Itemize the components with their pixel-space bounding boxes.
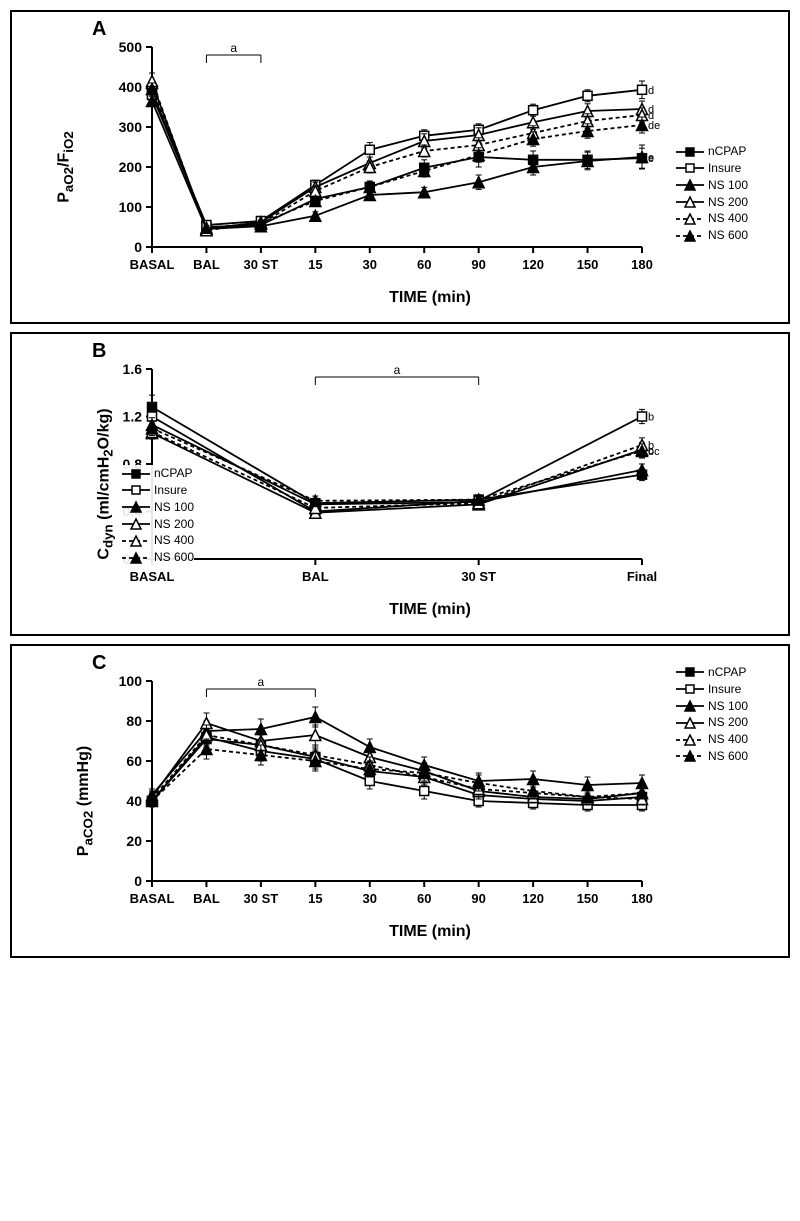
x-label-b: TIME (min): [102, 601, 758, 619]
y-label-b: Cdyn (ml/cmH2O/kg): [95, 408, 115, 559]
svg-text:e: e: [648, 153, 654, 165]
legend-label: NS 400: [708, 210, 748, 227]
svg-text:90: 90: [471, 891, 485, 906]
legend-label: Insure: [154, 482, 187, 499]
chart-a-svg: 0 100 200 300 400 500 BASAL BAL 30 ST 15 30 60 90 120…: [102, 27, 692, 287]
svg-text:180: 180: [631, 891, 653, 906]
panel-c: C PaCO2 (mmHg) 020406080100BASALBAL30 ST…: [10, 644, 790, 958]
svg-text:90: 90: [471, 257, 485, 272]
legend-label: NS 400: [154, 532, 194, 549]
legend-item-NS600: NS 600: [676, 227, 748, 244]
svg-text:30: 30: [363, 257, 377, 272]
legend-item-NS200: NS 200: [122, 516, 194, 533]
panel-b: B Cdyn (ml/cmH2O/kg) 0.00.40.81.21.6BASA…: [10, 332, 790, 636]
chart-b-container: Cdyn (ml/cmH2O/kg) 0.00.40.81.21.6BASALB…: [12, 334, 788, 634]
x-label-a: TIME (min): [102, 289, 758, 307]
legend-item-nCPAP: nCPAP: [122, 465, 194, 482]
svg-text:de: de: [648, 120, 660, 132]
svg-text:BASAL: BASAL: [130, 257, 175, 272]
legend-label: NS 200: [708, 714, 748, 731]
legend-label: NS 100: [708, 177, 748, 194]
legend-item-NS200: NS 200: [676, 194, 748, 211]
svg-text:60: 60: [417, 257, 431, 272]
svg-text:a: a: [258, 675, 265, 689]
panel-a: A PaO2/FiO2 0100200300400500BASALBAL30 S…: [10, 10, 790, 324]
legend-label: NS 600: [708, 227, 748, 244]
svg-text:60: 60: [417, 891, 431, 906]
legend-label: Insure: [708, 681, 741, 698]
legend-c: nCPAP Insure NS 100 NS 200 NS 400 NS 600: [676, 664, 748, 765]
y-label-a: PaO2/FiO2: [56, 131, 76, 203]
legend-item-NS100: NS 100: [676, 698, 748, 715]
svg-text:1.2: 1.2: [123, 409, 143, 425]
legend-label: Insure: [708, 160, 741, 177]
legend-item-NS200: NS 200: [676, 714, 748, 731]
svg-text:BAL: BAL: [193, 891, 220, 906]
svg-text:0: 0: [134, 239, 142, 255]
svg-text:BASAL: BASAL: [130, 891, 175, 906]
legend-label: NS 400: [708, 731, 748, 748]
legend-label: nCPAP: [708, 664, 746, 681]
svg-text:15: 15: [308, 891, 322, 906]
svg-text:30 ST: 30 ST: [244, 257, 279, 272]
svg-text:180: 180: [631, 257, 653, 272]
legend-a: nCPAP Insure NS 100 NS 200 NS 400 NS 600: [676, 143, 748, 244]
legend-label: NS 200: [154, 516, 194, 533]
svg-text:BAL: BAL: [193, 257, 220, 272]
svg-text:Final: Final: [627, 569, 657, 584]
svg-text:1.6: 1.6: [123, 361, 143, 377]
legend-item-nCPAP: nCPAP: [676, 143, 748, 160]
legend-item-NS400: NS 400: [676, 210, 748, 227]
legend-label: nCPAP: [708, 143, 746, 160]
svg-text:150: 150: [577, 891, 599, 906]
svg-text:100: 100: [119, 673, 143, 689]
legend-item-NS600: NS 600: [122, 549, 194, 566]
svg-text:20: 20: [126, 833, 142, 849]
svg-text:120: 120: [522, 891, 544, 906]
chart-c-container: PaCO2 (mmHg) 0 20 40 60 80 100 BASAL BAL 30 ST 15…: [12, 646, 788, 956]
svg-text:120: 120: [522, 257, 544, 272]
svg-text:a: a: [230, 41, 237, 55]
svg-text:200: 200: [119, 159, 143, 175]
svg-text:300: 300: [119, 119, 143, 135]
svg-text:b: b: [648, 412, 654, 424]
svg-text:100: 100: [119, 199, 143, 215]
legend-item-Insure: Insure: [676, 160, 748, 177]
svg-text:c: c: [648, 445, 654, 457]
svg-text:a: a: [394, 363, 401, 377]
legend-label: NS 600: [154, 549, 194, 566]
svg-text:0: 0: [134, 873, 142, 889]
svg-text:500: 500: [119, 39, 143, 55]
y-label-c: PaCO2 (mmHg): [75, 746, 95, 856]
legend-item-NS100: NS 100: [676, 177, 748, 194]
chart-c-svg: 0 20 40 60 80 100 BASAL BAL 30 ST 15 30 60 90 120 150 1…: [102, 661, 692, 921]
svg-text:30 ST: 30 ST: [461, 569, 496, 584]
legend-label: NS 600: [708, 748, 748, 765]
x-label-c: TIME (min): [102, 923, 758, 941]
svg-text:15: 15: [308, 257, 322, 272]
svg-text:60: 60: [126, 753, 142, 769]
svg-text:BASAL: BASAL: [130, 569, 175, 584]
legend-label: NS 100: [708, 698, 748, 715]
legend-item-NS100: NS 100: [122, 499, 194, 516]
svg-text:40: 40: [126, 793, 142, 809]
svg-text:30 ST: 30 ST: [244, 891, 279, 906]
legend-item-Insure: Insure: [122, 482, 194, 499]
svg-text:150: 150: [577, 257, 599, 272]
svg-text:80: 80: [126, 713, 142, 729]
legend-label: NS 200: [708, 194, 748, 211]
legend-b: nCPAP Insure NS 100 NS 200 NS 400 NS 600: [122, 465, 194, 566]
legend-item-nCPAP: nCPAP: [676, 664, 748, 681]
svg-text:30: 30: [363, 891, 377, 906]
svg-text:d: d: [648, 85, 654, 97]
legend-label: NS 100: [154, 499, 194, 516]
legend-item-NS400: NS 400: [122, 532, 194, 549]
svg-text:400: 400: [119, 79, 143, 95]
legend-label: nCPAP: [154, 465, 192, 482]
chart-a-container: PaO2/FiO2 0 100 200 300 400 500 BASAL BAL 30 ST 1…: [12, 12, 788, 322]
legend-item-NS600: NS 600: [676, 748, 748, 765]
legend-item-Insure: Insure: [676, 681, 748, 698]
legend-item-NS400: NS 400: [676, 731, 748, 748]
svg-text:BAL: BAL: [302, 569, 329, 584]
